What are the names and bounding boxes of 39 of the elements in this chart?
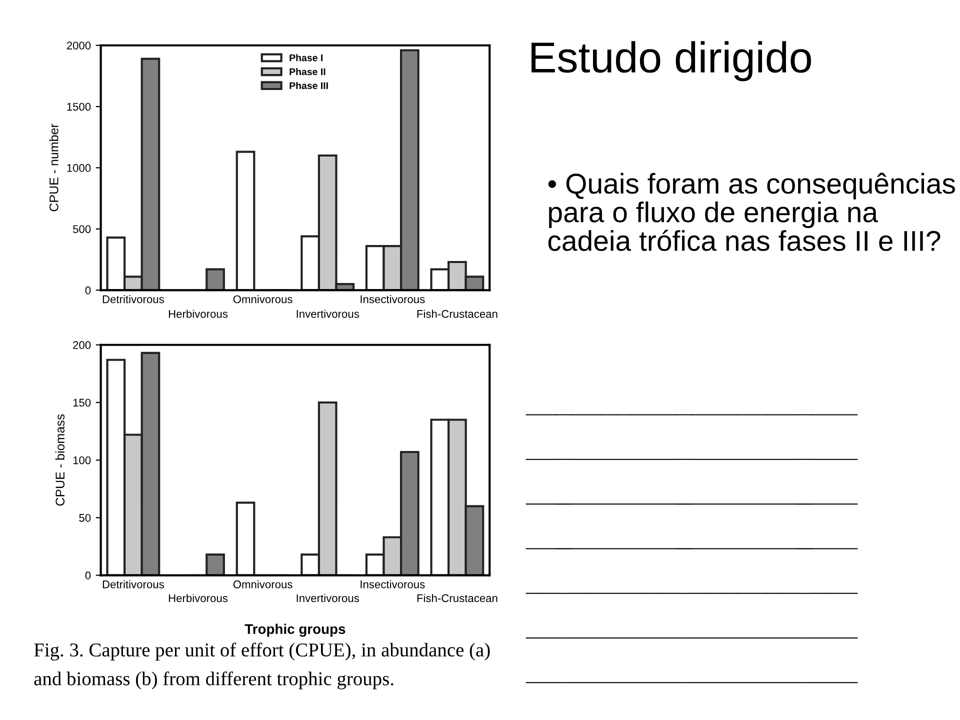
y-tick-label: 0 [85, 572, 91, 580]
y-tick-label: 500 [72, 225, 91, 234]
y-axis-title: CPUE - number [49, 124, 58, 212]
x-tick-label: Detritivorous [102, 295, 164, 304]
text: ______________________ [526, 414, 858, 416]
text: and biomass (b) from different trophic groups. [34, 671, 394, 690]
x-tick-label: Insectivorous [360, 580, 425, 588]
y-tick-label: 0 [85, 286, 91, 294]
y-tick-label: 50 [79, 514, 91, 522]
text: ______________________ [526, 592, 858, 594]
x-tick-label: Omnivorous [233, 295, 292, 304]
y-tick-label: 1500 [67, 102, 91, 111]
text: ______________________ [526, 682, 858, 684]
x-tick-label: Invertivorous [296, 594, 360, 602]
x-tick-label: Invertivorous [296, 310, 360, 318]
text: ______________________ [526, 548, 858, 550]
y-tick-label: 200 [73, 341, 91, 350]
text: Estudo dirigido [532, 41, 812, 82]
x-tick-label: Insectivorous [360, 295, 425, 304]
legend-label: Phase III [290, 82, 328, 90]
x-tick-label: Detritivorous [102, 580, 164, 588]
x-tick-label: Herbivorous [168, 594, 228, 602]
legend-label: Phase II [290, 68, 326, 76]
y-tick-label: 150 [73, 398, 91, 407]
x-tick-label: Fish-Crustacean [417, 310, 498, 318]
caption: Fig. 3. Capture per unit of effort (CPUE), in abundance (a) [34, 642, 490, 661]
y-axis-title: CPUE - biomass [55, 414, 65, 506]
y-tick-label: 100 [73, 456, 91, 464]
x-axis-title: Trophic groups [244, 624, 346, 637]
y-tick-label: 1000 [67, 164, 91, 172]
y-tick-label: 2000 [66, 42, 91, 50]
x-tick-label: Fish-Crustacean [417, 594, 498, 602]
legend-label: Phase I [290, 54, 322, 62]
text: • Quais foram as consequências para o fluxo de energia na cadeia trófica nas fases II e III? [548, 172, 955, 252]
text: ______________________ [526, 458, 858, 460]
text: ______________________ [526, 504, 858, 505]
x-tick-label: Omnivorous [233, 580, 292, 588]
x-tick-label: Herbivorous [168, 310, 228, 318]
text: ______________________ [526, 637, 858, 638]
